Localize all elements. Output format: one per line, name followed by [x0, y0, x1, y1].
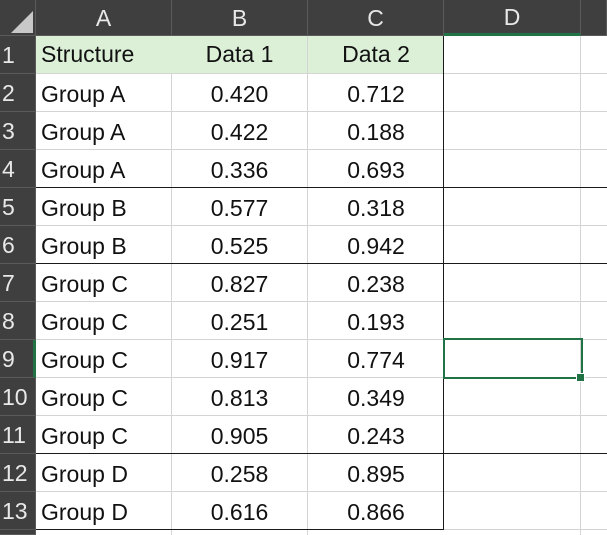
column-header-d[interactable]: D: [444, 0, 581, 36]
table-border-bottom: [36, 529, 444, 530]
cell-c10[interactable]: 0.349: [347, 385, 405, 411]
cell-b8[interactable]: 0.251: [210, 309, 269, 335]
cell-b7[interactable]: 0.827: [210, 271, 269, 297]
row-header-3[interactable]: 3: [0, 112, 36, 150]
cell-c13[interactable]: 0.866: [347, 499, 405, 525]
cell-b12[interactable]: 0.258: [210, 461, 269, 487]
cell-c2[interactable]: 0.712: [347, 81, 405, 107]
row-header-1[interactable]: 1: [0, 36, 36, 74]
cell-a10[interactable]: Group C: [41, 385, 128, 411]
cell-c1[interactable]: Data 2: [308, 36, 444, 73]
cell-a2[interactable]: Group A: [41, 81, 126, 107]
cell-b10[interactable]: 0.813: [210, 385, 269, 411]
row-header-13[interactable]: 13: [0, 492, 36, 530]
row-header-7[interactable]: 7: [0, 264, 36, 302]
select-all-triangle-icon: [11, 11, 33, 33]
cell-a5[interactable]: Group B: [41, 195, 127, 221]
cell-c7[interactable]: 0.238: [347, 271, 405, 297]
row-header-8[interactable]: 8: [0, 302, 36, 340]
group-divider-b-c: [36, 263, 607, 264]
column-header-a[interactable]: A: [36, 0, 172, 36]
cell-c3[interactable]: 0.188: [347, 119, 405, 145]
row-header-11[interactable]: 11: [0, 416, 36, 454]
column-header-e[interactable]: [581, 0, 607, 36]
group-divider-c-d: [36, 453, 607, 454]
cell-b11[interactable]: 0.905: [210, 423, 269, 449]
column-header-b[interactable]: B: [172, 0, 308, 36]
cell-b5[interactable]: 0.577: [210, 195, 269, 221]
row-header-6[interactable]: 6: [0, 226, 36, 264]
column-header-c[interactable]: C: [308, 0, 444, 36]
cell-a9[interactable]: Group C: [41, 347, 128, 373]
cell-c8[interactable]: 0.193: [347, 309, 405, 335]
cell-a1[interactable]: Structure: [36, 36, 172, 73]
cell-b4[interactable]: 0.336: [210, 157, 269, 183]
cell-b6[interactable]: 0.525: [210, 233, 269, 259]
cell-b13[interactable]: 0.616: [210, 499, 269, 525]
cell-c11[interactable]: 0.243: [347, 423, 405, 449]
table-border-right: [443, 36, 444, 530]
cell-b2[interactable]: 0.420: [210, 81, 269, 107]
select-all-button[interactable]: [0, 0, 36, 36]
cell-c5[interactable]: 0.318: [347, 195, 405, 221]
cell-c6[interactable]: 0.942: [347, 233, 405, 259]
row-header-9[interactable]: 9: [0, 340, 36, 378]
cell-b9[interactable]: 0.917: [210, 347, 269, 373]
row-header-2[interactable]: 2: [0, 74, 36, 112]
cell-a13[interactable]: Group D: [41, 499, 128, 525]
row-header-5[interactable]: 5: [0, 188, 36, 226]
row-header-10[interactable]: 10: [0, 378, 36, 416]
cell-a12[interactable]: Group D: [41, 461, 128, 487]
cell-a7[interactable]: Group C: [41, 271, 128, 297]
row-header-12[interactable]: 12: [0, 454, 36, 492]
cell-a4[interactable]: Group A: [41, 157, 126, 183]
cell-a11[interactable]: Group C: [41, 423, 128, 449]
row-header-14[interactable]: [0, 530, 36, 535]
cell-c4[interactable]: 0.693: [347, 157, 405, 183]
cell-a8[interactable]: Group C: [41, 309, 128, 335]
cell-b1[interactable]: Data 1: [172, 36, 307, 73]
cell-a3[interactable]: Group A: [41, 119, 126, 145]
cell-a6[interactable]: Group B: [41, 233, 127, 259]
cell-c12[interactable]: 0.895: [347, 461, 405, 487]
cell-c9[interactable]: 0.774: [347, 347, 405, 373]
row-header-4[interactable]: 4: [0, 150, 36, 188]
group-divider-a-b: [36, 187, 607, 188]
cell-b3[interactable]: 0.422: [210, 119, 269, 145]
fill-handle[interactable]: [576, 373, 585, 382]
active-cell-selection[interactable]: [443, 338, 583, 379]
